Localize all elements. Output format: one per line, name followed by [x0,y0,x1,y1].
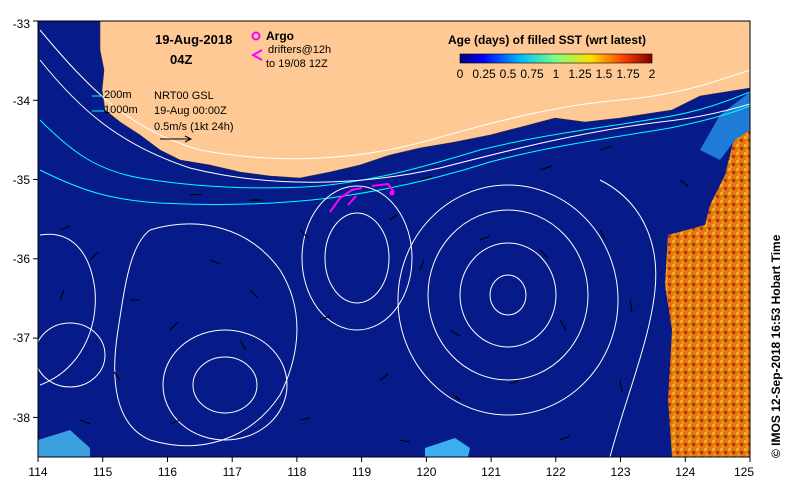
x-tick-118: 118 [287,465,306,479]
colorbar-label-0.75: 0.75 [520,67,544,81]
imos-credit: © IMOS 12-Sep-2018 16:53 Hobart Time [769,234,783,458]
velocity-scale-arrowhead [184,135,193,143]
drifter-tracks [329,182,395,213]
isobath-200-label: 200m [104,89,132,101]
sst-age-patch-east [665,125,750,457]
x-tick-123: 123 [610,465,630,479]
colorbar [459,53,653,64]
isobath-1000-label: 1000m [104,104,138,116]
x-tick-117: 117 [223,465,242,479]
x-tick-124: 124 [675,465,695,479]
y-tick-36: -36 [13,252,31,266]
colorbar-label-1.75: 1.75 [616,67,640,81]
x-tick-116: 116 [158,465,177,479]
y-tick-37: -37 [13,331,31,345]
plot-frame [37,20,751,458]
velocity-scale-label: 0.5m/s (1kt 24h) [154,121,233,133]
argo-label: Argo [266,29,294,43]
altimetry-time: 19-Aug 00:00Z [154,105,227,117]
argo-float-marker [389,190,395,196]
drifters-label: drifters@12h [268,44,331,56]
y-tick-34: -34 [13,94,31,108]
colorbar-label-1: 1 [553,67,560,81]
isobath-200m [39,91,750,189]
y-tick-38: -38 [13,411,31,425]
sea-level-contours [38,29,750,457]
x-tick-119: 119 [352,465,371,479]
colorbar-label-2: 2 [649,67,656,81]
map-hour: 04Z [170,52,192,67]
x-tick-115: 115 [93,465,112,479]
sst-age-patch-northeast [700,92,750,160]
colorbar-label-1.25: 1.25 [568,67,592,81]
sst-age-patch-south [425,438,470,457]
colorbar-label-0.5: 0.5 [500,67,517,81]
colorbar-label-0.25: 0.25 [472,67,496,81]
isobath-1000m [39,105,750,205]
drifter-legend-icon [250,49,263,61]
y-tick-35: -35 [13,173,31,187]
colorbar-label-0: 0 [457,67,464,81]
map-date: 19-Aug-2018 [155,32,232,47]
colorbar-label-1.5: 1.5 [596,67,613,81]
x-tick-114: 114 [28,465,47,479]
velocity-arrows [59,145,689,443]
altimetry-product: NRT00 GSL [154,90,214,102]
x-tick-125: 125 [734,465,754,479]
colorbar-title: Age (days) of filled SST (wrt latest) [448,33,646,47]
x-tick-122: 122 [546,465,566,479]
y-tick-33: -33 [13,17,31,31]
x-tick-120: 120 [416,465,436,479]
x-tick-121: 121 [481,465,501,479]
sst-age-patch-southwest [38,430,90,457]
axis-ticks [33,20,751,462]
drifters-range: to 19/08 12Z [266,58,328,70]
argo-legend-icon [251,31,261,41]
